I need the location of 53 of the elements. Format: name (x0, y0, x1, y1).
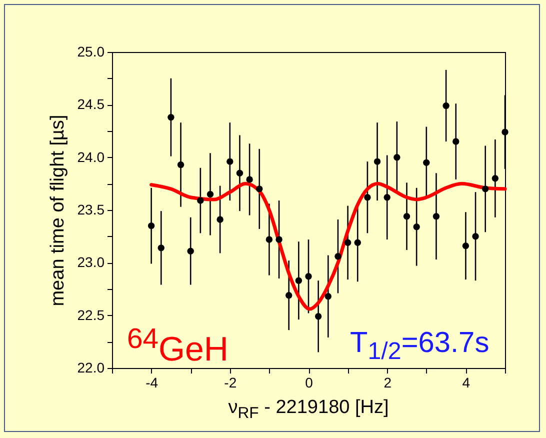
x-tick-label: -2 (224, 374, 237, 390)
point (324, 293, 332, 300)
point (276, 236, 282, 243)
point (305, 273, 312, 280)
point (206, 190, 214, 198)
point (423, 159, 430, 166)
x-tick-label: 4 (462, 374, 470, 390)
point (256, 186, 263, 192)
point (177, 161, 184, 168)
point (158, 244, 164, 252)
point (384, 194, 390, 201)
point (236, 170, 244, 176)
point (344, 239, 352, 246)
point (394, 154, 400, 161)
x-tick-label: 0 (305, 374, 314, 390)
point (462, 242, 470, 250)
point (432, 212, 440, 220)
point (216, 216, 224, 223)
y-tick-label: 23.0 (77, 254, 105, 270)
x-tick-label: -4 (146, 374, 158, 390)
point (226, 158, 234, 165)
y-tick-label: 24.5 (77, 96, 105, 112)
point (334, 253, 342, 260)
point (374, 158, 381, 165)
point (285, 292, 292, 299)
annotation: $^{64}$GeH (127, 323, 228, 370)
point (452, 138, 460, 145)
point (148, 222, 155, 230)
point (442, 102, 450, 110)
point (168, 114, 174, 121)
point (403, 212, 410, 220)
y-tick-label: 23.5 (77, 202, 105, 218)
x-axis-title: ν$_{RF}$ - 2219180 [Hz] (227, 397, 390, 423)
point (364, 194, 371, 201)
y-axis-title: mean time of flight [µs] (47, 114, 68, 306)
point (502, 128, 508, 136)
y-tick-label: 25.0 (77, 44, 105, 60)
point (482, 186, 489, 192)
annotation: T$_{1/2}$=63.7s (350, 327, 490, 366)
point (314, 313, 322, 320)
point (354, 239, 361, 246)
point (266, 236, 273, 243)
point (295, 277, 302, 284)
y-tick-label: 22.0 (77, 360, 105, 376)
point (492, 175, 499, 182)
point (187, 248, 194, 254)
y-tick-label: 22.5 (77, 306, 105, 323)
point (246, 176, 253, 183)
point (197, 197, 204, 204)
y-tick-label: 24.0 (77, 148, 105, 165)
point (472, 232, 479, 240)
point (413, 224, 420, 230)
x-tick-label: 2 (384, 374, 392, 390)
